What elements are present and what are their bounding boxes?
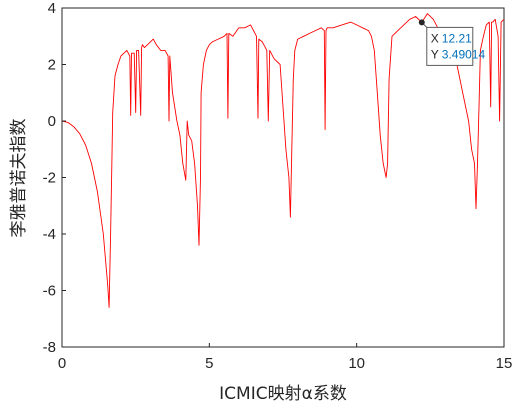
y-axis-label: 李雅普诺夫指数	[9, 119, 29, 238]
y-axis-ticks: 4 2 0 -2 -4 -6 -8	[43, 0, 66, 356]
datatip-x-value: 12.21	[442, 31, 472, 45]
y-tick-label: 0	[48, 113, 56, 130]
y-tick-label: -6	[43, 283, 56, 300]
datatip-y-value: 3.49014	[442, 47, 486, 61]
y-tick-label: 4	[48, 0, 56, 17]
datatip[interactable]: X 12.21 Y 3.49014	[418, 19, 486, 66]
datatip-box[interactable]	[426, 26, 474, 66]
x-tick-label: 15	[496, 355, 513, 372]
y-tick-label: 2	[48, 57, 56, 74]
datatip-x-label: X	[431, 31, 439, 45]
x-tick-label: 5	[205, 355, 213, 372]
x-tick-label: 10	[348, 355, 365, 372]
y-tick-label: -2	[43, 170, 56, 187]
y-tick-label: -4	[43, 226, 56, 243]
x-tick-label: 0	[58, 355, 66, 372]
x-axis-label: ICMIC映射α系数	[219, 384, 347, 404]
datatip-marker[interactable]	[418, 19, 425, 26]
x-axis-ticks: 0 5 10 15	[58, 343, 513, 372]
datatip-y-label: Y	[431, 47, 439, 61]
y-tick-label: -8	[43, 339, 56, 356]
